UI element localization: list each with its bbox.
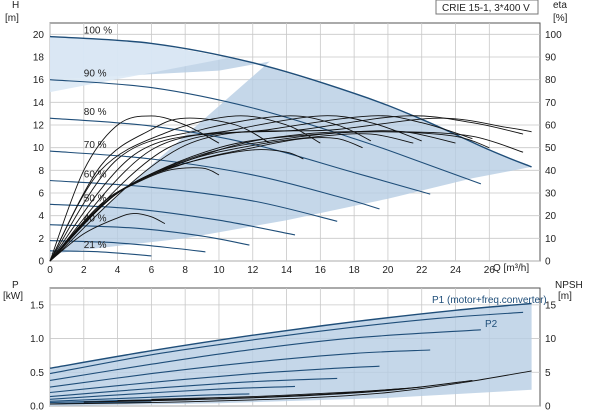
head-curve-label: 21 % <box>84 240 107 251</box>
head-curve-label: 80 % <box>84 107 107 118</box>
top-left-tick-label: 8 <box>38 166 44 177</box>
top-curves: 100 % 90 % 80 % 70 % 60 % 50 % 40 % 21 % <box>49 26 532 262</box>
bottom-right-tick-label: 10 <box>545 334 557 345</box>
top-left-tick-label: 14 <box>33 98 45 109</box>
bottom-right-tick-label: 5 <box>545 368 551 379</box>
top-left-tick-label: 20 <box>33 30 45 41</box>
top-x-tick-label: 4 <box>115 265 121 276</box>
top-x-tick-label: 6 <box>149 265 155 276</box>
top-left-tick-label: 0 <box>38 257 44 268</box>
series-label-p2: P2 <box>485 319 498 330</box>
top-right-tick-label: 50 <box>545 143 557 154</box>
head-curve-label: 100 % <box>84 26 112 37</box>
power-curve <box>49 393 250 402</box>
efficiency-curve <box>49 115 524 262</box>
efficiency-curve <box>49 117 532 262</box>
efficiency-curve <box>49 117 270 262</box>
top-left-axis-unit: [m] <box>5 13 19 24</box>
bottom-left-tick-label: 1.0 <box>30 334 44 345</box>
top-left-tick-label: 2 <box>38 234 44 245</box>
top-right-tick-label: 20 <box>545 211 557 222</box>
head-curve-label: 90 % <box>84 69 107 80</box>
top-right-tick-label: 30 <box>545 189 557 200</box>
head-curve-label: 60 % <box>84 170 107 181</box>
power-curve <box>49 377 338 398</box>
bottom-left-tick-label: 1.5 <box>30 300 44 311</box>
bottom-left-tick-label: 0.5 <box>30 368 44 379</box>
top-x-tick-label: 10 <box>213 265 225 276</box>
head-curve-label: 40 % <box>84 214 107 225</box>
head-curve-label: 70 % <box>84 140 107 151</box>
top-x-tick-label: 22 <box>416 265 428 276</box>
efficiency-curve <box>49 212 166 262</box>
bottom-right-axis-unit: [m] <box>558 291 572 302</box>
top-right-axis-name: eta <box>553 0 567 11</box>
top-operating-area <box>50 36 532 255</box>
top-x-tick-label: 16 <box>315 265 327 276</box>
bottom-left-axis-unit: [kW] <box>3 291 23 302</box>
bottom-curves <box>49 302 532 405</box>
power-curve <box>49 311 524 375</box>
npsh-curve <box>49 370 532 405</box>
top-left-tick-label: 6 <box>38 189 44 200</box>
bottom-chart: 0.0 0.5 1.0 1.5 0 5 10 15 P [kW] NPSH [m] P1 (m… <box>3 280 583 413</box>
top-ticks: 0 2 4 6 8 10 12 14 16 18 20 22 24 2602468101214161820… <box>33 30 562 276</box>
top-right-tick-label: 10 <box>545 234 557 245</box>
top-operating-area-light <box>50 36 228 93</box>
top-x-tick-label: 8 <box>182 265 188 276</box>
power-curve <box>49 349 431 388</box>
top-right-axis-unit: [%] <box>553 13 568 24</box>
bottom-left-axis-name: P <box>12 280 19 291</box>
top-right-tick-label: 70 <box>545 98 557 109</box>
top-right-tick-label: 100 <box>545 30 562 41</box>
efficiency-curve <box>49 115 372 262</box>
top-left-tick-label: 4 <box>38 211 44 222</box>
chart-title-box <box>435 0 539 15</box>
top-right-tick-label: 60 <box>545 121 557 132</box>
top-left-tick-label: 10 <box>33 143 45 154</box>
top-operating-area-fill <box>50 36 532 255</box>
bottom-right-tick-label: 15 <box>545 300 557 311</box>
power-curve <box>49 302 532 369</box>
head-curve <box>49 117 431 195</box>
top-x-tick-label: 20 <box>382 265 394 276</box>
top-x-tick-label: 18 <box>349 265 361 276</box>
head-curve <box>49 203 296 236</box>
head-curve <box>49 35 532 168</box>
head-curve <box>49 240 206 253</box>
bottom-ticks: 0.0 0.5 1.0 1.5 0 5 10 15 <box>30 300 556 412</box>
head-curve <box>49 179 338 222</box>
bottom-right-axis-name: NPSH <box>555 280 583 291</box>
efficiency-curve <box>49 115 473 262</box>
top-right-tick-label: 80 <box>545 75 557 86</box>
top-left-tick-label: 16 <box>33 75 45 86</box>
power-curve <box>49 365 380 394</box>
top-x-tick-label: 0 <box>47 265 53 276</box>
top-left-axis-name: H <box>12 0 19 11</box>
top-x-axis-label: Q [m³/h] <box>493 263 529 274</box>
power-curve <box>49 385 296 400</box>
top-right-tick-label: 90 <box>545 53 557 64</box>
top-x-tick-label: 24 <box>450 265 462 276</box>
series-label-p1: P1 (motor+freq.converter) <box>432 295 547 306</box>
top-x-tick-label: 26 <box>484 265 496 276</box>
bottom-right-tick-label: 0 <box>545 402 551 413</box>
top-left-tick-label: 18 <box>33 53 45 64</box>
top-x-tick-label: 12 <box>247 265 259 276</box>
top-x-tick-label: 14 <box>281 265 293 276</box>
head-curve-label: 50 % <box>84 193 107 204</box>
bottom-left-tick-label: 0.0 <box>30 402 44 413</box>
efficiency-curve <box>49 115 321 262</box>
npsh-curve <box>151 388 405 400</box>
top-x-tick-label: 2 <box>81 265 87 276</box>
top-left-tick-label: 12 <box>33 121 45 132</box>
top-right-tick-label: 40 <box>545 166 557 177</box>
power-curve <box>49 329 481 381</box>
efficiency-curve <box>49 115 422 262</box>
top-right-tick-label: 0 <box>545 257 551 268</box>
chart-title: CRIE 15-1, 3*400 V <box>442 3 530 14</box>
